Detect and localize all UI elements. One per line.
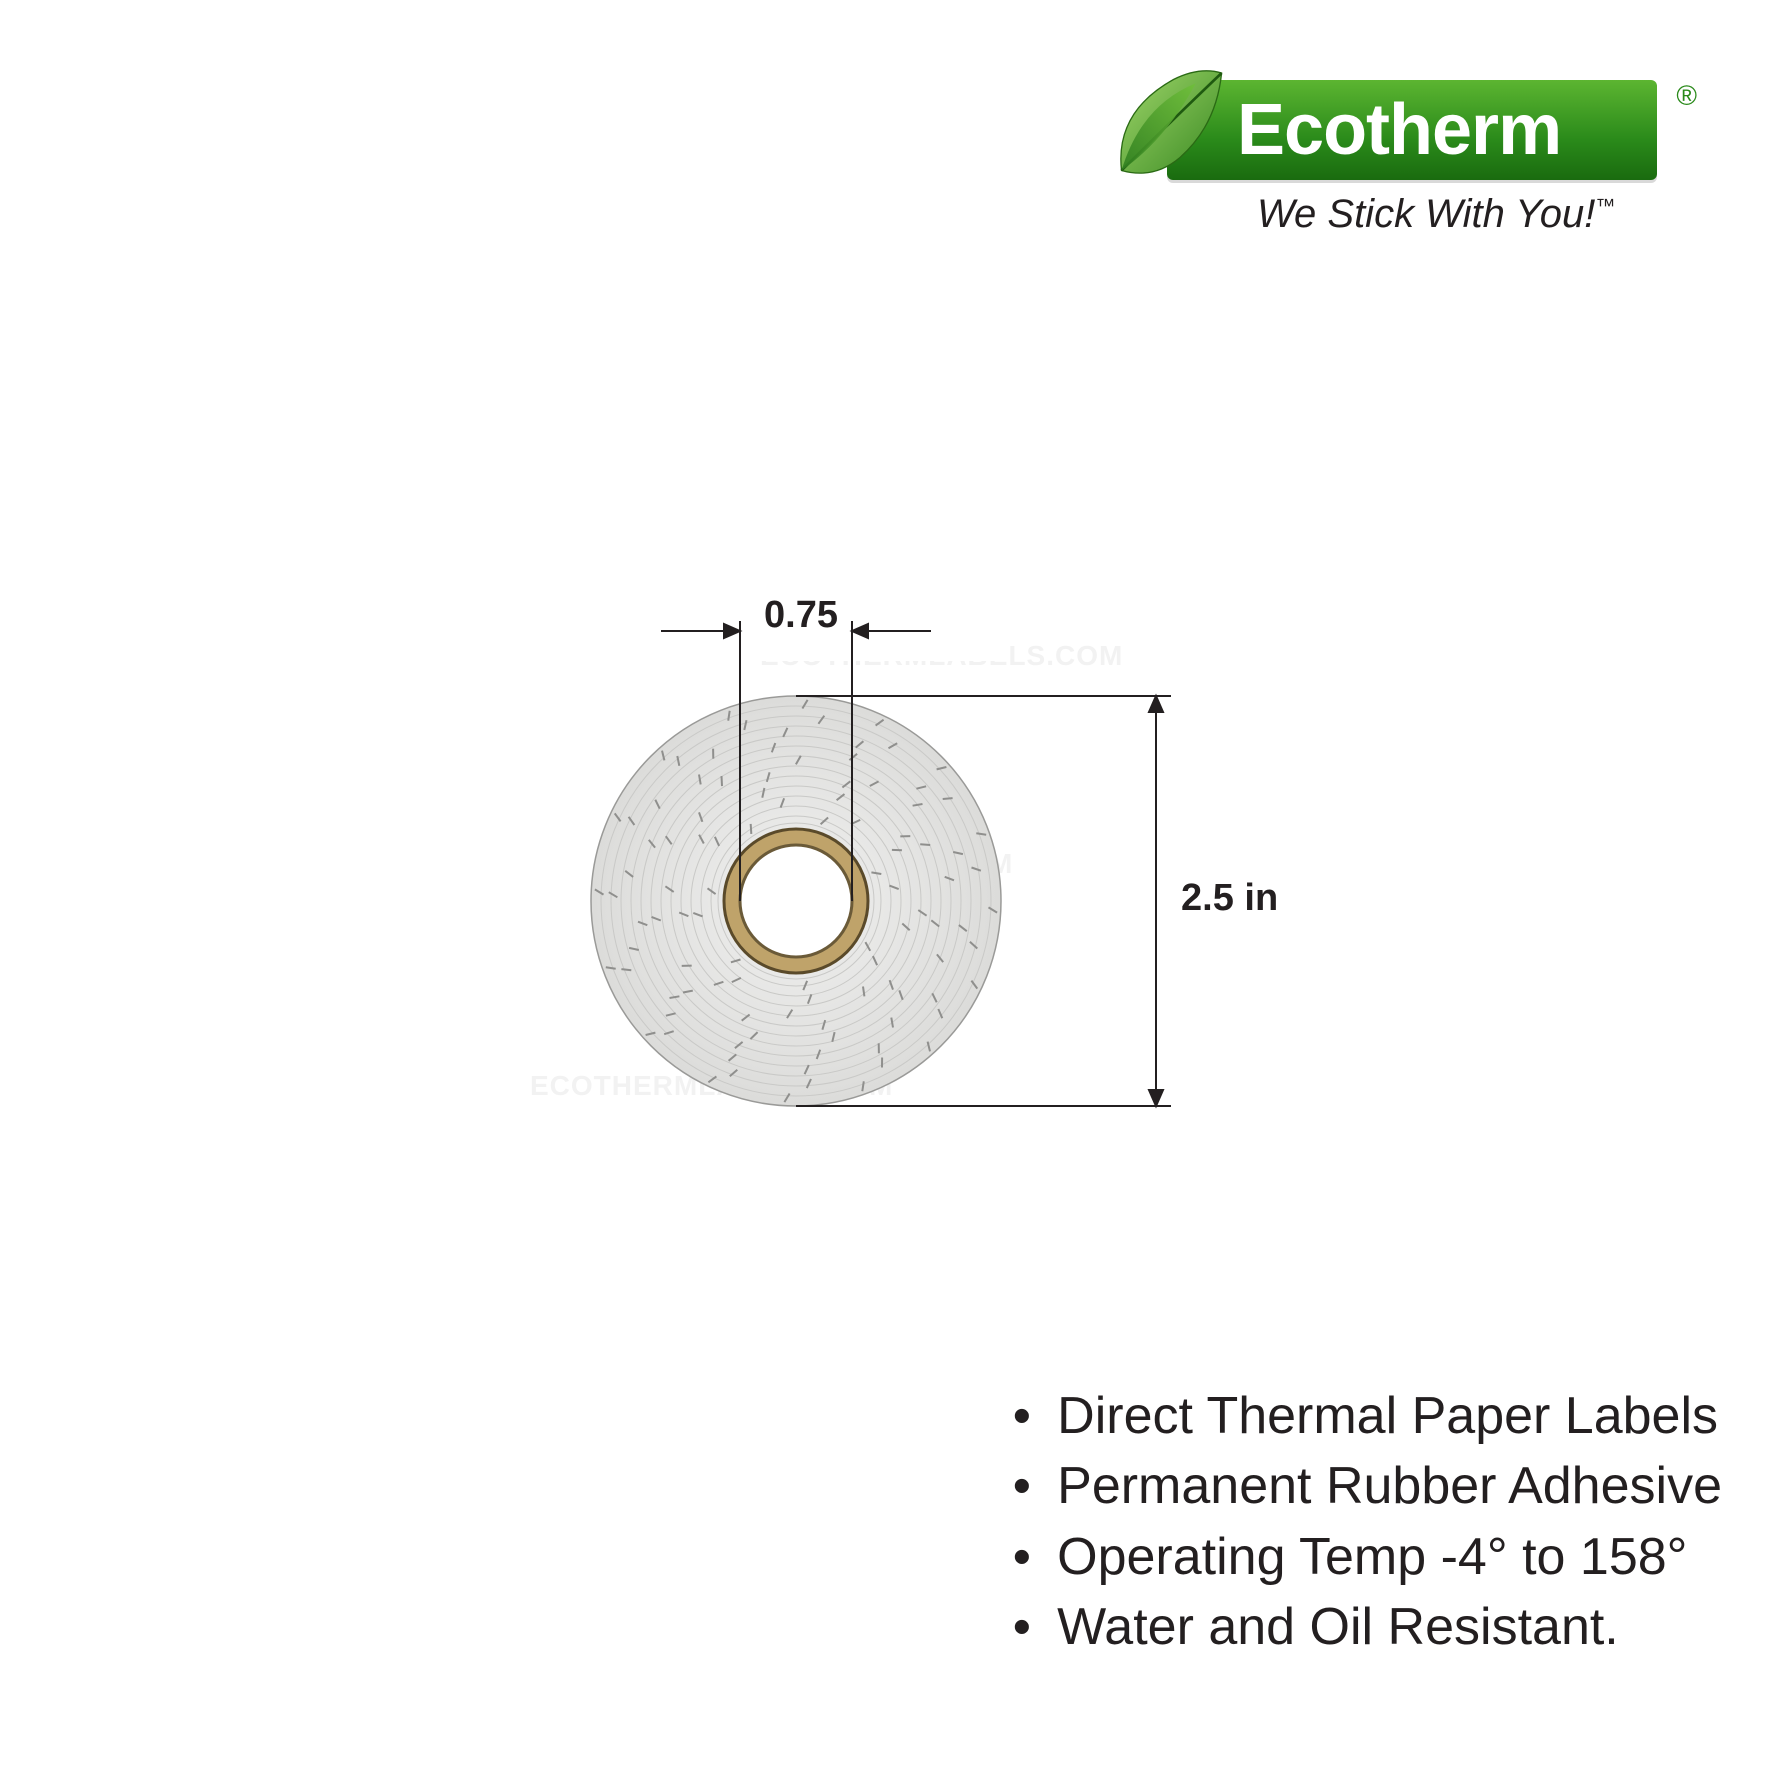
bullet-item: • Permanent Rubber Adhesive xyxy=(1013,1451,1722,1521)
logo-brand-text: Ecotherm xyxy=(1237,80,1561,180)
brand-logo: Ecotherm ® We Stick With You!™ xyxy=(1112,80,1672,190)
roll-dimension-diagram: 0.75 2.5 in xyxy=(436,501,1336,1201)
label-roll xyxy=(591,696,1001,1106)
logo-tagline: We Stick With You!™ xyxy=(1257,192,1615,237)
feature-bullets: • Direct Thermal Paper Labels • Permanen… xyxy=(1013,1381,1722,1662)
leaf-icon xyxy=(1102,60,1232,190)
registered-symbol: ® xyxy=(1676,80,1697,112)
outer-diameter-label: 2.5 in xyxy=(1181,877,1278,920)
bullet-item: • Operating Temp -4° to 158° xyxy=(1013,1522,1722,1592)
bullet-item: • Direct Thermal Paper Labels xyxy=(1013,1381,1722,1451)
bullet-item: • Water and Oil Resistant. xyxy=(1013,1592,1722,1662)
core-diameter-label: 0.75 xyxy=(764,594,838,637)
